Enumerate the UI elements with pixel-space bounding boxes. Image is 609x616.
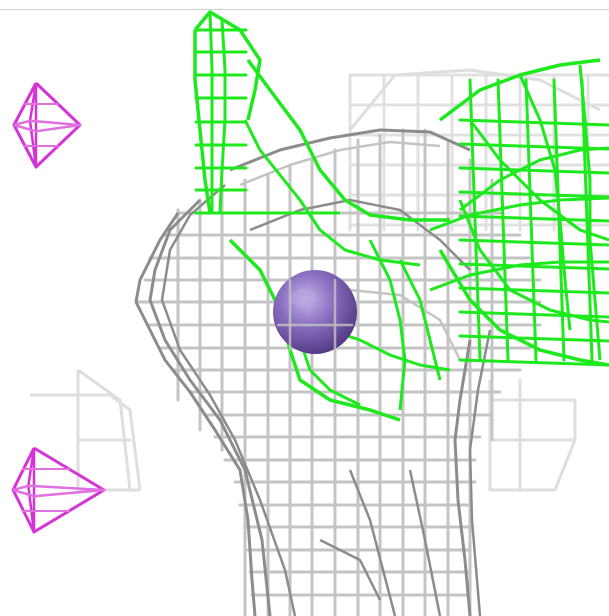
gray-density-mesh <box>134 128 542 616</box>
viewport-top-border <box>0 9 609 10</box>
magenta-marker-lower[interactable] <box>11 446 106 534</box>
green-density-mesh <box>193 10 609 422</box>
purple-atom-sphere[interactable] <box>273 270 357 354</box>
magenta-marker-upper[interactable] <box>12 81 82 169</box>
